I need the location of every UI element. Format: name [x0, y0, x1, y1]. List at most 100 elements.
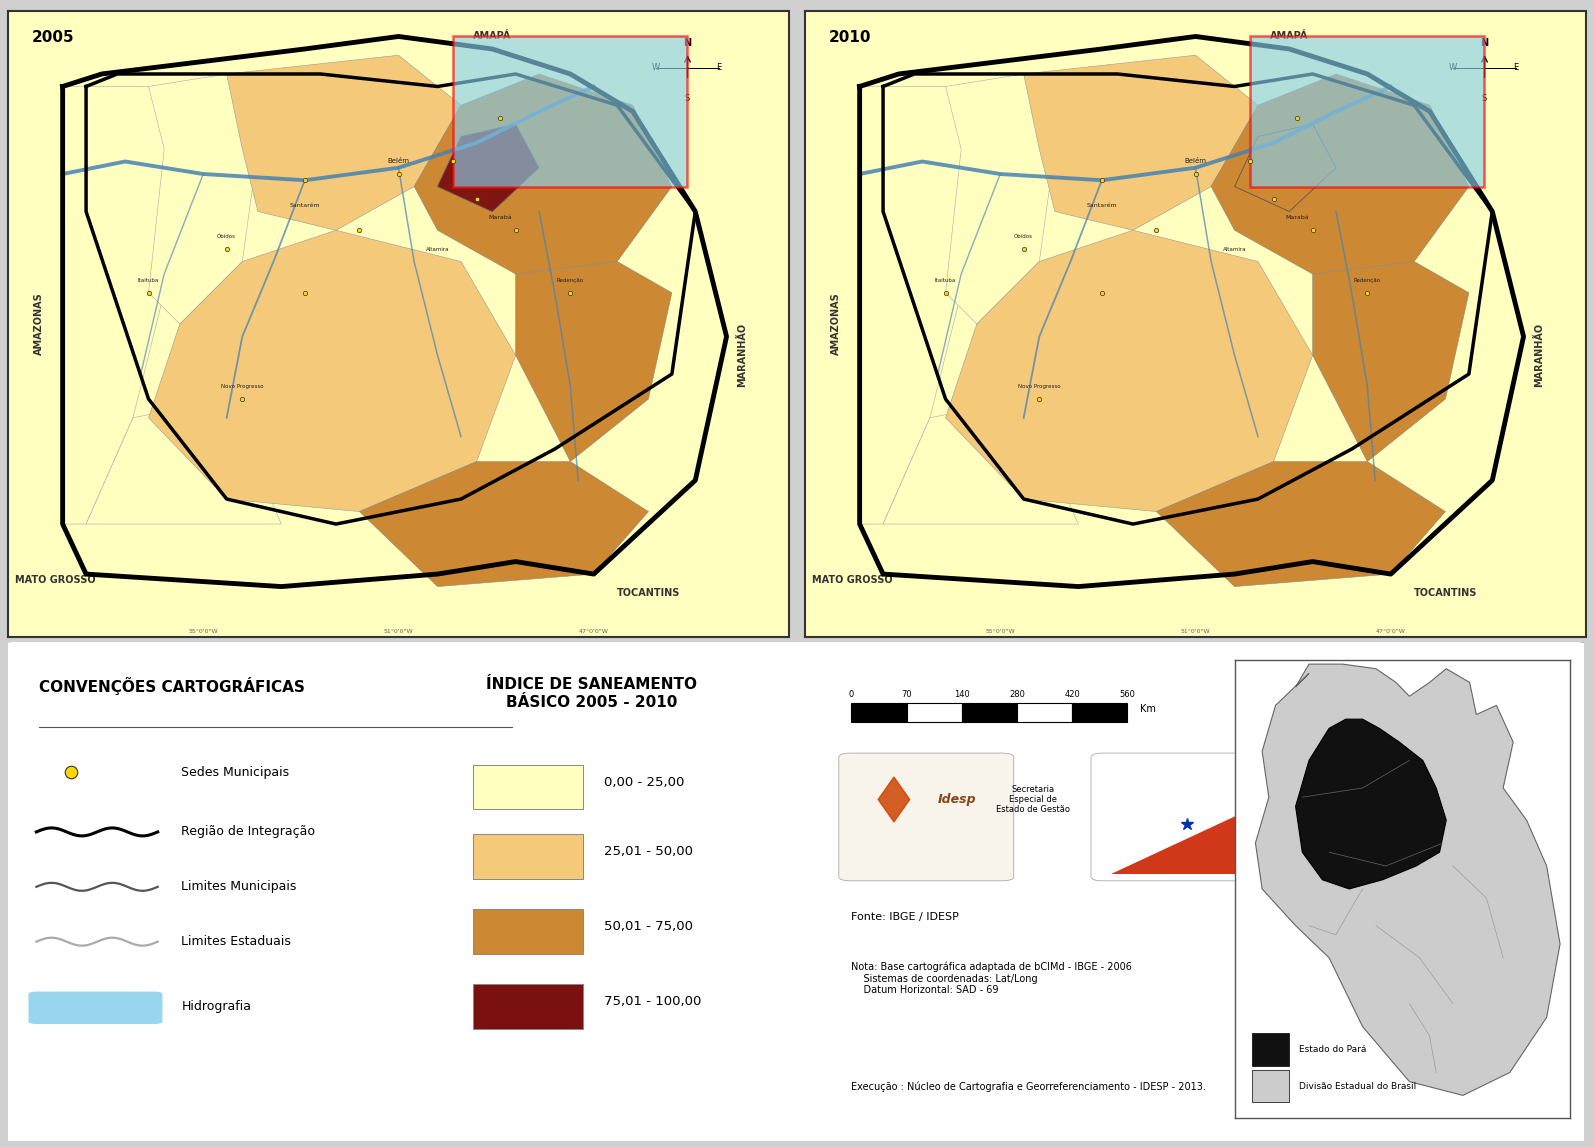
Bar	[1017, 703, 1073, 723]
Text: AMAZONAS: AMAZONAS	[33, 292, 45, 356]
Text: Execução : Núcleo de Cartografia e Georreferenciamento - IDESP - 2013.: Execução : Núcleo de Cartografia e Georr…	[851, 1082, 1207, 1092]
Text: Santarém: Santarém	[290, 203, 320, 208]
Polygon shape	[1256, 664, 1561, 1095]
Point	[502, 221, 528, 240]
Text: N: N	[1481, 38, 1489, 48]
Text: Novo Progresso: Novo Progresso	[1019, 384, 1060, 389]
Bar	[1073, 703, 1127, 723]
Text: TOCANTINS: TOCANTINS	[617, 587, 681, 598]
Text: 55°0'0"W: 55°0'0"W	[985, 630, 1015, 634]
Polygon shape	[1296, 719, 1446, 889]
Polygon shape	[226, 55, 461, 231]
Text: Hidrografia: Hidrografia	[182, 1000, 252, 1013]
Text: Divisão Estadual do Brasil: Divisão Estadual do Brasil	[1299, 1082, 1415, 1091]
Text: E: E	[1513, 63, 1519, 72]
Text: S: S	[1482, 94, 1487, 103]
Bar	[473, 834, 583, 880]
Text: 280: 280	[1009, 690, 1025, 700]
Point	[1301, 221, 1326, 240]
Text: AMAPÁ: AMAPÁ	[473, 31, 512, 41]
Point	[440, 153, 465, 171]
Point	[1355, 283, 1380, 302]
Text: TOCANTINS: TOCANTINS	[1414, 587, 1478, 598]
Bar	[473, 984, 583, 1029]
Text: 2005: 2005	[32, 30, 73, 45]
Text: AMAPÁ: AMAPÁ	[1270, 31, 1309, 41]
Text: 2010: 2010	[829, 30, 870, 45]
Text: 55°0'0"W: 55°0'0"W	[188, 630, 218, 634]
Text: 140: 140	[953, 690, 969, 700]
Point	[1027, 390, 1052, 408]
Text: Santarém: Santarém	[1087, 203, 1117, 208]
Text: Óbidos: Óbidos	[1014, 234, 1033, 239]
Text: 47°0'0"W: 47°0'0"W	[1376, 630, 1406, 634]
Point	[1261, 189, 1286, 209]
Text: 51°0'0"W: 51°0'0"W	[384, 630, 413, 634]
Polygon shape	[1313, 262, 1470, 461]
Text: Altamira: Altamira	[1223, 247, 1247, 251]
Text: Região de Integração: Região de Integração	[182, 826, 316, 838]
Text: 50,01 - 75,00: 50,01 - 75,00	[604, 920, 693, 934]
Text: 75,01 - 100,00: 75,01 - 100,00	[604, 996, 701, 1008]
Polygon shape	[148, 231, 515, 512]
Polygon shape	[148, 73, 258, 323]
Point	[1285, 109, 1310, 127]
Polygon shape	[1111, 759, 1356, 874]
Point	[1089, 171, 1114, 189]
Text: Nota: Base cartográfica adaptada de bCIMd - IBGE - 2006
    Sistemas de coordena: Nota: Base cartográfica adaptada de bCIM…	[851, 961, 1132, 996]
Text: Redenção: Redenção	[556, 278, 583, 283]
Text: Sedes Municipais: Sedes Municipais	[182, 765, 290, 779]
Bar	[473, 910, 583, 954]
Polygon shape	[62, 86, 180, 524]
Polygon shape	[1023, 55, 1258, 231]
FancyBboxPatch shape	[838, 754, 1014, 881]
Point	[1183, 165, 1208, 184]
Text: AMAZONAS: AMAZONAS	[830, 292, 842, 356]
FancyBboxPatch shape	[1090, 754, 1376, 881]
Text: S: S	[685, 94, 690, 103]
Point	[1089, 283, 1114, 302]
Point	[346, 221, 371, 240]
Text: Limites Estaduais: Limites Estaduais	[182, 935, 292, 949]
Point	[488, 109, 513, 127]
Point	[135, 283, 161, 302]
Polygon shape	[878, 777, 910, 822]
Point	[292, 171, 317, 189]
Text: Óbidos: Óbidos	[217, 234, 236, 239]
Bar	[1253, 1033, 1290, 1066]
Text: 25,01 - 50,00: 25,01 - 50,00	[604, 845, 693, 858]
Text: 0: 0	[848, 690, 854, 700]
Text: 420: 420	[1065, 690, 1081, 700]
Polygon shape	[945, 231, 1313, 512]
Text: 51°0'0"W: 51°0'0"W	[1181, 630, 1210, 634]
Text: GOVERNO DO: GOVERNO DO	[1245, 787, 1325, 796]
FancyBboxPatch shape	[0, 641, 1589, 1144]
Point	[1237, 153, 1262, 171]
Text: Fonte: IBGE / IDESP: Fonte: IBGE / IDESP	[851, 912, 960, 922]
Text: N: N	[684, 38, 692, 48]
Polygon shape	[945, 73, 1055, 323]
Polygon shape	[859, 86, 977, 524]
Text: Marabá: Marabá	[488, 216, 512, 220]
Polygon shape	[883, 399, 1078, 524]
Text: Idesp: Idesp	[939, 793, 977, 806]
Text: 70: 70	[901, 690, 912, 700]
Bar	[961, 703, 1017, 723]
Text: W: W	[652, 63, 660, 72]
Text: MATO GROSSO: MATO GROSSO	[811, 576, 893, 585]
Text: Altamira: Altamira	[426, 247, 450, 251]
Polygon shape	[359, 461, 649, 586]
Bar	[1250, 37, 1484, 187]
Text: MARANHÃO: MARANHÃO	[1533, 323, 1545, 388]
Bar	[1253, 1070, 1290, 1102]
Bar	[851, 703, 907, 723]
Bar	[453, 37, 687, 187]
Text: W: W	[1449, 63, 1457, 72]
Polygon shape	[1211, 73, 1470, 274]
Text: Marabá: Marabá	[1285, 216, 1309, 220]
Text: Belém: Belém	[387, 158, 410, 164]
Point	[1144, 221, 1170, 240]
Bar	[473, 765, 583, 810]
Point	[386, 165, 411, 184]
Text: Redenção: Redenção	[1353, 278, 1380, 283]
